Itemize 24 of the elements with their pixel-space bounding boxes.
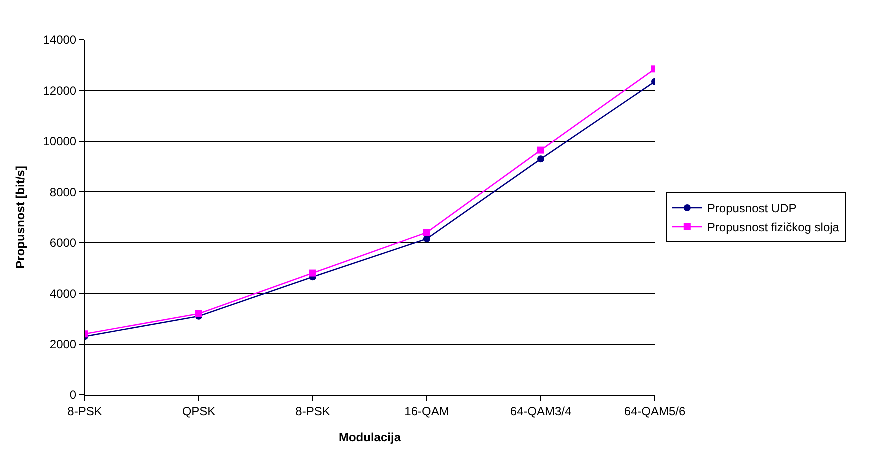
y-tick-label: 10000 (43, 134, 77, 149)
y-tick-label: 14000 (43, 33, 77, 48)
legend-label: Propusnost fizičkog sloja (707, 220, 840, 235)
x-tick-label: 8-PSK (68, 404, 102, 418)
point (424, 236, 430, 243)
point (424, 229, 430, 236)
y-axis-title: Propusnost [bit/s] (14, 166, 28, 269)
x-axis-title: Modulacija (338, 430, 402, 444)
x-tick-label: 64-QAM5/6 (624, 404, 686, 418)
point (538, 156, 544, 163)
legend-label: Propusnost UDP (707, 202, 797, 216)
point (310, 270, 316, 277)
y-tick-label: 12000 (43, 84, 77, 98)
y-tick-label: 0 (70, 388, 77, 402)
point (196, 310, 202, 318)
x-tick-label: QPSK (182, 404, 216, 418)
x-tick-label: 16-QAM (404, 404, 450, 418)
x-tick-label: 64-QAM3/4 (510, 404, 572, 418)
x-tick-label: 8-PSK (296, 404, 330, 418)
y-tick-label: 8000 (50, 185, 77, 200)
y-tick-label: 4000 (50, 286, 77, 301)
y-tick-label: 2000 (50, 337, 77, 352)
y-tick-label: 6000 (50, 236, 77, 250)
point (538, 146, 544, 154)
